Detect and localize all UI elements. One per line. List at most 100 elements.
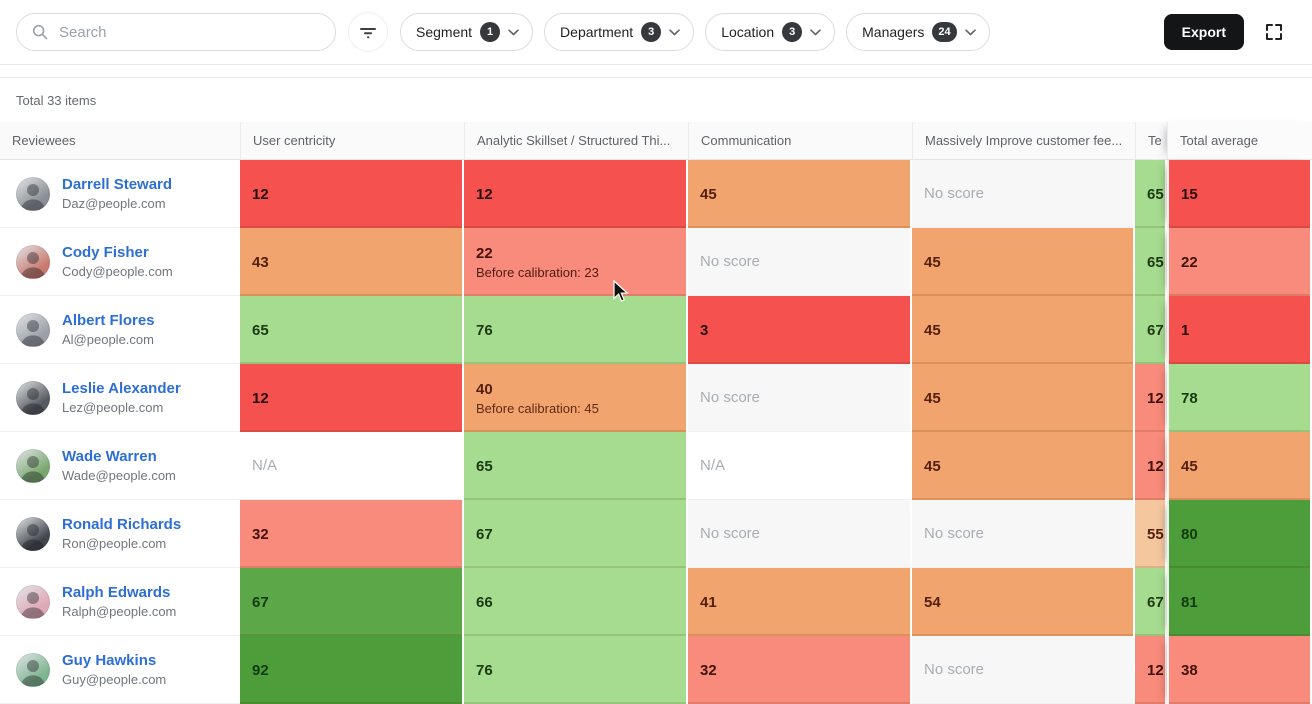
score-cell[interactable]: 45 <box>688 160 912 228</box>
score-cell[interactable]: No score <box>688 364 912 432</box>
score-cell[interactable]: 45 <box>912 228 1135 296</box>
score-cell[interactable]: 81 <box>1167 568 1312 636</box>
total-items-bar: Total 33 items <box>0 78 1312 122</box>
score-cell[interactable]: 32 <box>240 500 464 568</box>
column-header: Total average <box>1167 122 1312 159</box>
reviewee-info: Albert Flores Al@people.com <box>62 312 155 347</box>
chevron-down-icon <box>810 28 821 36</box>
score-cell[interactable]: 76 <box>464 636 688 704</box>
score-cell[interactable]: N/A <box>240 432 464 500</box>
score-cell[interactable]: 32 <box>688 636 912 704</box>
score-cell[interactable]: 66 <box>464 568 688 636</box>
reviewee-cell: Leslie Alexander Lez@people.com <box>0 364 240 432</box>
avatar <box>16 312 50 347</box>
score-cell[interactable]: 67 <box>1135 568 1167 636</box>
filter-button[interactable] <box>348 12 388 52</box>
score-value: 12 <box>252 389 269 407</box>
chip-label: Segment <box>416 24 473 40</box>
score-cell[interactable]: 78 <box>1167 364 1312 432</box>
score-cell[interactable]: No score <box>912 500 1135 568</box>
score-cell[interactable]: 67 <box>240 568 464 636</box>
score-cell[interactable]: 65 <box>464 432 688 500</box>
score-value: 92 <box>252 661 269 679</box>
before-calibration-note: Before calibration: 23 <box>476 264 599 280</box>
score-value: 76 <box>476 661 493 679</box>
score-cell[interactable]: 65 <box>1135 228 1167 296</box>
score-cell[interactable]: 12 <box>1135 636 1167 704</box>
score-cell[interactable]: No score <box>688 500 912 568</box>
score-value: 1 <box>1181 321 1190 339</box>
reviewee-name-link[interactable]: Leslie Alexander <box>62 380 181 397</box>
reviewee-email: Guy@people.com <box>62 672 167 687</box>
score-cell[interactable]: 45 <box>912 296 1135 364</box>
avatar <box>16 176 50 211</box>
score-cell[interactable]: 92 <box>240 636 464 704</box>
score-cell[interactable]: 76 <box>464 296 688 364</box>
score-cell[interactable]: 15 <box>1167 160 1312 228</box>
score-cell[interactable]: N/A <box>688 432 912 500</box>
search-input[interactable] <box>59 23 321 41</box>
score-value: 45 <box>700 185 717 203</box>
reviewee-email: Ron@people.com <box>62 536 167 551</box>
before-calibration-note: Before calibration: 45 <box>476 400 599 416</box>
filter-chip-managers[interactable]: Managers 24 <box>846 13 990 51</box>
reviewee-cell: Guy Hawkins Guy@people.com <box>0 636 240 704</box>
score-cell[interactable]: 55 <box>1135 500 1167 568</box>
chip-label: Department <box>560 24 634 40</box>
score-cell[interactable]: 67 <box>464 500 688 568</box>
reviewee-name-link[interactable]: Guy Hawkins <box>62 652 157 669</box>
score-cell[interactable]: 12 <box>464 160 688 228</box>
score-value: 80 <box>1181 525 1198 543</box>
total-items-label: Total 33 items <box>16 92 97 108</box>
score-cell[interactable]: 40 Before calibration: 45 <box>464 364 688 432</box>
score-cell[interactable]: 65 <box>240 296 464 364</box>
score-cell[interactable]: 45 <box>912 364 1135 432</box>
score-cell[interactable]: 41 <box>688 568 912 636</box>
reviewee-name-link[interactable]: Wade Warren <box>62 448 157 465</box>
score-cell[interactable]: 3 <box>688 296 912 364</box>
score-value: 32 <box>700 661 717 679</box>
filter-chip-location[interactable]: Location 3 <box>705 13 836 51</box>
score-cell[interactable]: 12 <box>1135 432 1167 500</box>
reviewee-cell: Cody Fisher Cody@people.com <box>0 228 240 296</box>
reviewee-name-link[interactable]: Albert Flores <box>62 312 155 329</box>
export-button[interactable]: Export <box>1163 14 1244 50</box>
score-cell[interactable]: 67 <box>1135 296 1167 364</box>
score-cell[interactable]: 22 <box>1167 228 1312 296</box>
score-cell[interactable]: 54 <box>912 568 1135 636</box>
score-cell[interactable]: 12 <box>1135 364 1167 432</box>
score-cell[interactable]: 65 <box>1135 160 1167 228</box>
table-row: Leslie Alexander Lez@people.com 12 40 Before… <box>0 364 1312 432</box>
search-box[interactable] <box>16 13 336 51</box>
column-header: Massively Improve customer fee... <box>912 122 1135 159</box>
reviewee-name-link[interactable]: Ronald Richards <box>62 516 182 533</box>
score-value: 67 <box>1147 321 1164 339</box>
score-cell[interactable]: No score <box>912 160 1135 228</box>
score-cell[interactable]: 12 <box>240 364 464 432</box>
fullscreen-button[interactable] <box>1256 14 1292 50</box>
score-value: 65 <box>476 457 493 475</box>
score-cell[interactable]: 45 <box>912 432 1135 500</box>
score-cell[interactable]: 38 <box>1167 636 1312 704</box>
score-cell[interactable]: 1 <box>1167 296 1312 364</box>
score-value: 45 <box>924 253 941 271</box>
score-value: 65 <box>1147 185 1164 203</box>
score-cell[interactable]: 12 <box>240 160 464 228</box>
score-cell[interactable]: 22 Before calibration: 23 <box>464 228 688 296</box>
reviewee-name-link[interactable]: Cody Fisher <box>62 244 149 261</box>
score-value: 3 <box>700 321 709 339</box>
reviewee-name-link[interactable]: Darrell Steward <box>62 176 173 193</box>
reviewee-cell: Wade Warren Wade@people.com <box>0 432 240 500</box>
filter-chips: Segment 1 Department 3 Location 3 Managers 24 <box>400 13 990 51</box>
reviewee-name-link[interactable]: Ralph Edwards <box>62 584 171 601</box>
filter-chip-department[interactable]: Department 3 <box>544 13 695 51</box>
score-value: 22 <box>476 244 493 262</box>
score-cell[interactable]: 43 <box>240 228 464 296</box>
score-cell[interactable]: 45 <box>1167 432 1312 500</box>
score-cell[interactable]: No score <box>688 228 912 296</box>
filter-chip-segment[interactable]: Segment 1 <box>400 13 534 51</box>
score-cell[interactable]: 80 <box>1167 500 1312 568</box>
chip-count-badge: 3 <box>782 22 803 42</box>
score-value: 15 <box>1181 185 1198 203</box>
score-cell[interactable]: No score <box>912 636 1135 704</box>
